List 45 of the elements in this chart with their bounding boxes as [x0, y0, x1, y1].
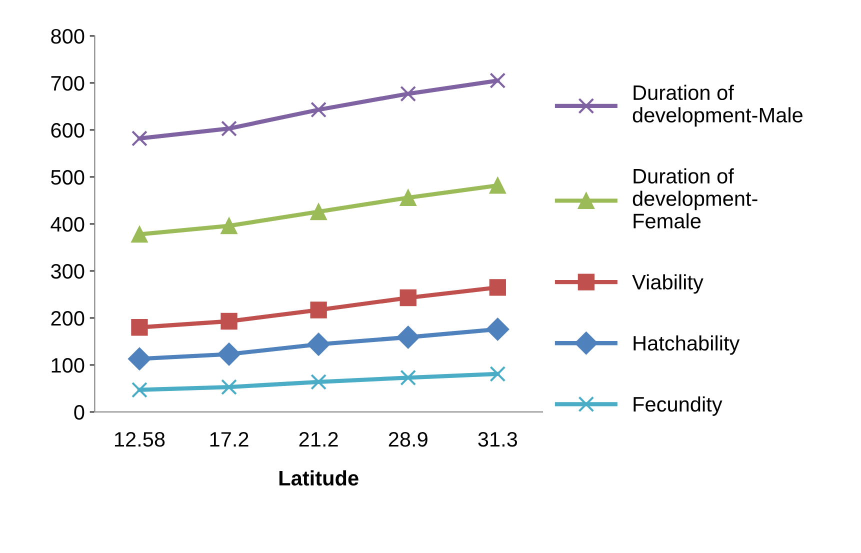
x-tick-label: 21.2 [299, 432, 338, 447]
y-tick-label: 0 [74, 404, 84, 420]
legend-label: Duration of development-Male [632, 84, 802, 127]
point [131, 226, 148, 243]
point [220, 218, 238, 234]
point [128, 347, 151, 370]
point [310, 203, 327, 220]
point [310, 302, 327, 318]
point [307, 332, 330, 356]
point [221, 120, 238, 137]
point [486, 318, 510, 341]
legend-label: Viability [632, 274, 704, 294]
point [221, 379, 238, 396]
point [490, 366, 506, 382]
legend-label: Duration of development- Female [632, 168, 758, 228]
point [131, 382, 148, 398]
point [400, 370, 416, 386]
y-tick-label: 100 [52, 358, 84, 373]
y-tick-label: 800 [51, 28, 84, 44]
legend-label: Hatchability [634, 335, 740, 355]
y-tick-label: 400 [50, 216, 84, 232]
legend-label: Fecundity [634, 396, 722, 416]
x-tick-label: 12.58 [115, 432, 165, 447]
y-tick-label: 500 [51, 170, 84, 185]
point [400, 189, 416, 206]
y-tick-label: 600 [51, 122, 84, 138]
point [310, 102, 327, 118]
point [400, 289, 416, 306]
x-tick-label: 17.2 [210, 432, 248, 447]
point [220, 312, 238, 330]
point [131, 130, 148, 146]
point [400, 86, 416, 102]
point [490, 72, 506, 89]
point [489, 177, 506, 194]
y-tick-label: 700 [51, 76, 84, 91]
y-tick-label: 200 [51, 310, 84, 326]
point [396, 326, 420, 349]
x-tick-label: 28.9 [388, 432, 428, 447]
y-tick-label: 300 [51, 264, 84, 279]
x-axis-title: Latitude [279, 470, 358, 486]
point [131, 319, 148, 336]
x-tick-label: 31.3 [478, 432, 518, 447]
point [310, 374, 327, 390]
point [489, 279, 506, 296]
point [218, 342, 241, 366]
